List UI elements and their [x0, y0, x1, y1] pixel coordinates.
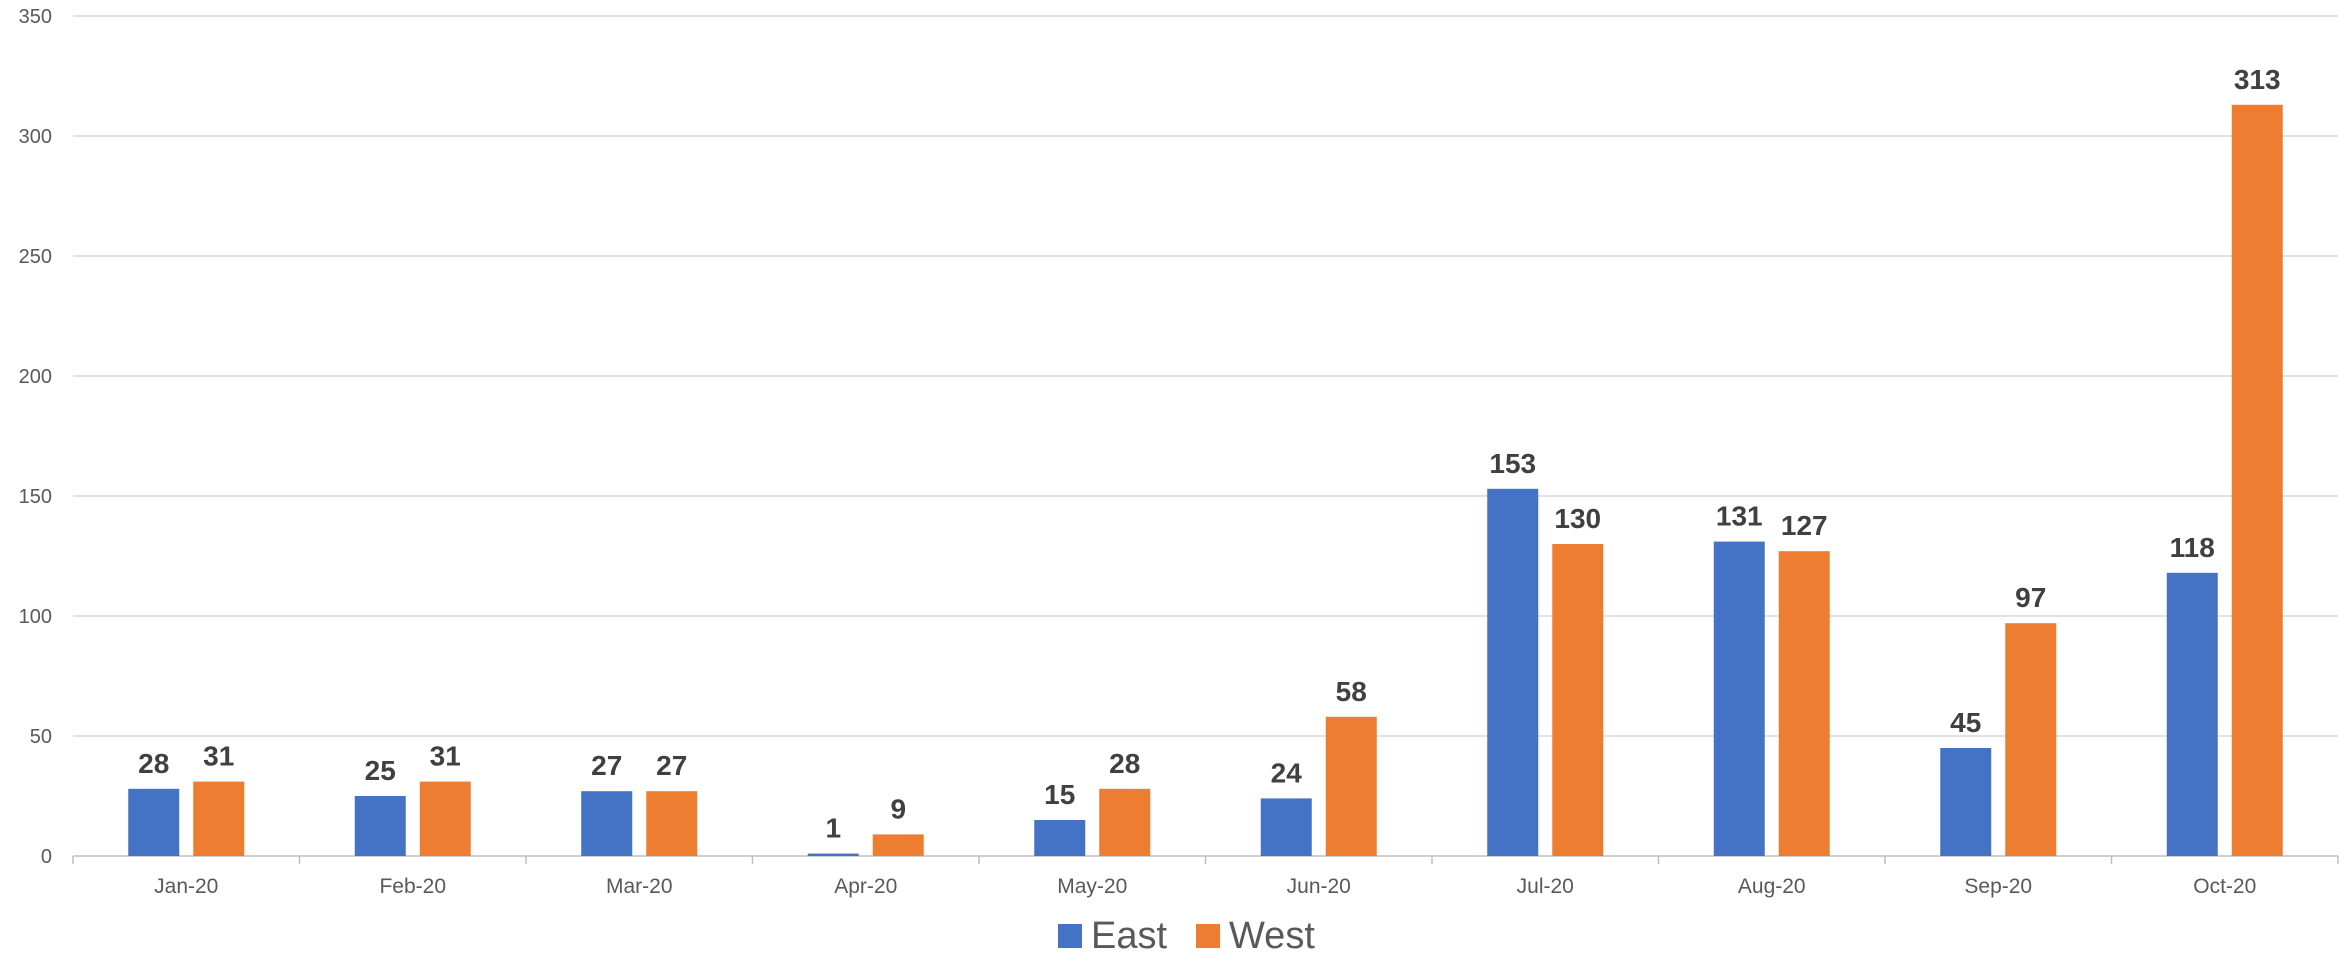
y-tick-label: 100	[19, 606, 52, 628]
bar-west-may-20	[1099, 788, 1151, 856]
bar-east-mar-20	[581, 791, 633, 856]
y-tick-label: 300	[19, 126, 52, 148]
data-label-west-jul-20: 130	[1554, 503, 1601, 534]
gridlines	[72, 15, 2339, 864]
x-axis: Jan-20 Feb-20 Mar-20 Apr-20 May-20 Jun-20 Jul-…	[154, 875, 2256, 898]
data-label-east-apr-20: 1	[825, 813, 841, 844]
x-tick-label: Jun-20	[1287, 875, 1351, 898]
bar-east-jul-20	[1487, 488, 1539, 856]
y-tick-label: 50	[30, 726, 52, 748]
bar-west-jan-20	[193, 781, 245, 856]
bar-west-aug-20	[1778, 551, 1830, 856]
y-tick-label: 200	[19, 366, 52, 388]
data-label-west-may-20: 28	[1109, 748, 1140, 779]
data-label-west-jun-20: 58	[1336, 676, 1367, 707]
bar-east-aug-20	[1713, 541, 1765, 856]
y-tick-label: 0	[41, 846, 52, 868]
data-label-east-jan-20: 28	[138, 748, 169, 779]
legend-swatch-west	[1196, 924, 1220, 948]
y-tick-label: 150	[19, 486, 52, 508]
bar-east-jun-20	[1260, 798, 1312, 856]
bar-east-jan-20	[128, 788, 180, 856]
bar-west-feb-20	[419, 781, 471, 856]
data-label-west-apr-20: 9	[890, 793, 906, 824]
legend: East West	[1058, 915, 1315, 957]
y-tick-label: 350	[19, 6, 52, 28]
legend-label-west: West	[1229, 915, 1315, 957]
bar-west-oct-20	[2231, 104, 2283, 857]
x-tick-label: Jan-20	[154, 875, 218, 898]
bar-west-jun-20	[1325, 716, 1377, 856]
x-tick-label: Apr-20	[834, 875, 897, 898]
bar-east-may-20	[1034, 820, 1086, 856]
bar-west-mar-20	[646, 791, 698, 856]
x-tick-label: Oct-20	[2193, 875, 2256, 898]
data-label-east-mar-20: 27	[591, 750, 622, 781]
bar-west-jul-20	[1552, 544, 1604, 856]
x-tick-label: Feb-20	[379, 875, 446, 898]
legend-label-east: East	[1091, 915, 1167, 957]
y-tick-label: 250	[19, 246, 52, 268]
bars	[128, 104, 2283, 857]
data-label-east-oct-20: 118	[2170, 532, 2215, 563]
data-label-east-sep-20: 45	[1950, 707, 1981, 738]
data-labels: 28 31 25 31 27 27 1 9 15 28 24 58 153 130 131 127 45 97 11…	[138, 64, 2280, 844]
bar-east-apr-20	[807, 853, 859, 856]
x-tick-label: Jul-20	[1517, 875, 1574, 898]
x-tick-label: Mar-20	[606, 875, 673, 898]
bar-east-feb-20	[354, 796, 406, 856]
x-tick-label: Aug-20	[1738, 875, 1806, 898]
data-label-east-feb-20: 25	[365, 755, 396, 786]
data-label-east-jun-20: 24	[1271, 757, 1303, 788]
y-axis: 0 50 100 150 200 250 300 350	[19, 6, 52, 868]
data-label-west-aug-20: 127	[1781, 510, 1828, 541]
bar-west-sep-20	[2005, 623, 2057, 856]
bar-west-apr-20	[872, 834, 924, 856]
x-tick-label: Sep-20	[1964, 875, 2032, 898]
bar-east-sep-20	[1940, 748, 1992, 856]
legend-swatch-east	[1058, 924, 1082, 948]
x-tick-label: May-20	[1057, 875, 1127, 898]
data-label-east-jul-20: 153	[1489, 448, 1536, 479]
data-label-west-mar-20: 27	[656, 750, 687, 781]
bar-east-oct-20	[2166, 572, 2218, 856]
data-label-east-may-20: 15	[1044, 779, 1075, 810]
data-label-east-aug-20: 131	[1716, 501, 1763, 532]
data-label-west-feb-20: 31	[430, 741, 461, 772]
data-label-west-sep-20: 97	[2015, 582, 2046, 613]
data-label-west-oct-20: 313	[2234, 64, 2281, 95]
data-label-west-jan-20: 31	[203, 741, 234, 772]
